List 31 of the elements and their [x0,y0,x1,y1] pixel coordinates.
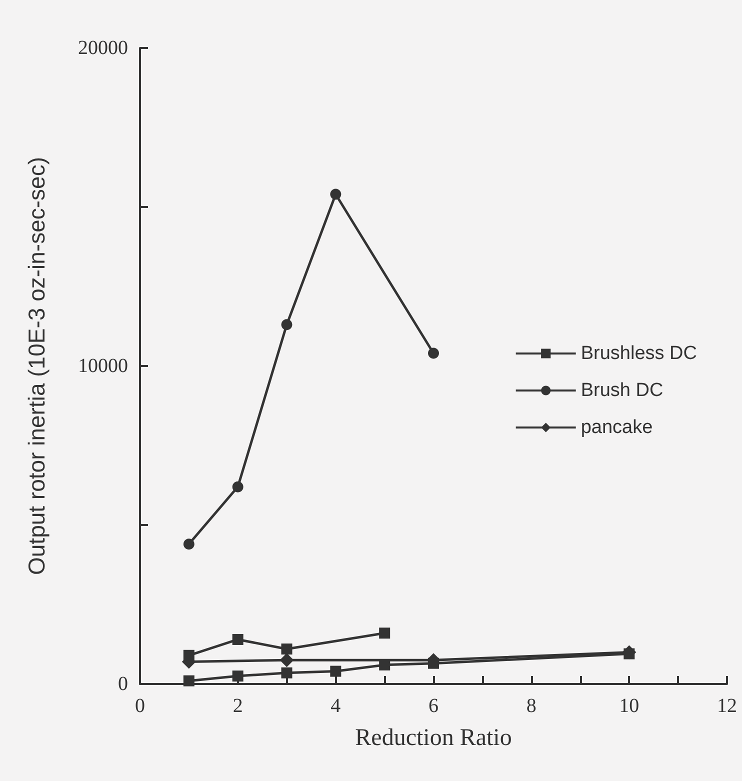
x-tick-label: 0 [135,695,145,717]
point [624,648,635,660]
x-tick-label: 4 [330,695,341,717]
y-tick-label: 20000 [78,37,128,59]
x-tick-label: 8 [526,695,536,717]
x-tick-label: 6 [428,695,438,717]
point [330,188,342,200]
point [281,667,292,678]
point [232,481,244,492]
point [281,319,292,330]
y-axis-title: Output rotor inertia (10E-3 oz-in-sec-sec) [24,157,50,575]
point [428,348,439,359]
x-tick-label: 12 [717,695,737,717]
point [330,666,342,677]
point [280,653,294,668]
point [232,670,244,682]
point [183,675,194,686]
point [183,538,194,550]
y-tick-label: 0 [118,673,128,695]
legend-label: Brushless DC [580,343,698,364]
x-axis-title: Reduction Ratio [355,725,512,751]
x-tick-label: 2 [232,695,243,717]
legend-label: Brush DC [580,380,664,401]
legend-label: pancake [580,417,653,438]
y-tick-label: 10000 [78,355,128,377]
point [281,644,292,655]
point [428,658,439,669]
x-tick-label: 10 [619,695,640,717]
point [232,634,244,645]
point [183,650,194,661]
point [379,628,390,639]
